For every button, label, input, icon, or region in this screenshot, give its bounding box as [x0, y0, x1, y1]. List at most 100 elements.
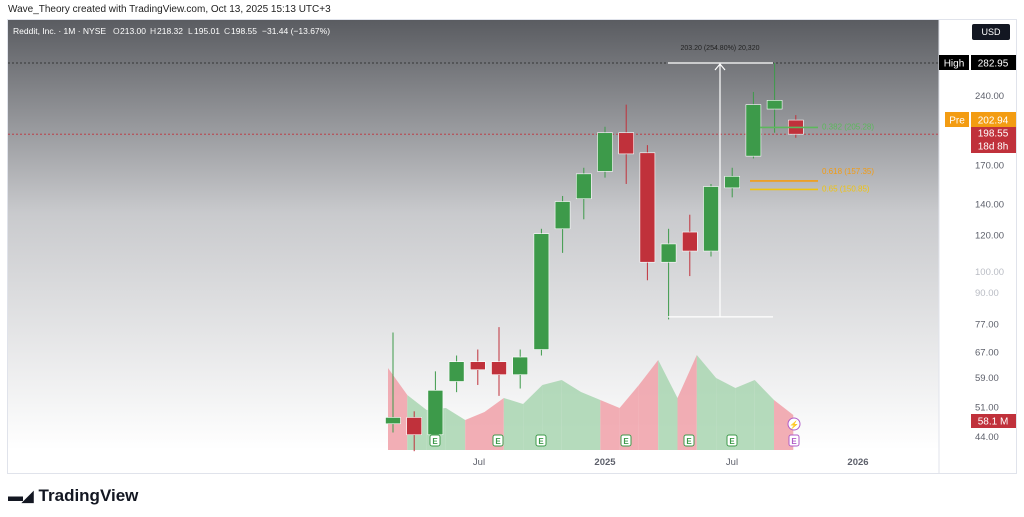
pre-badge-value: 202.94 — [971, 112, 1016, 127]
ohlc-legend: Reddit, Inc. · 1M · NYSE O 213.00 H 218.… — [13, 26, 330, 36]
earnings-marker-label: E — [538, 437, 544, 446]
candle-body — [597, 132, 613, 172]
volume-badge-text: 58.1 M — [978, 417, 1009, 428]
candle[interactable] — [724, 167, 741, 198]
high-badge-value: 282.95 — [971, 55, 1016, 70]
y-tick-label: 140.00 — [975, 199, 1004, 210]
candle-body — [745, 104, 762, 157]
legend-high-label: H — [150, 26, 156, 36]
earnings-marker-label: E — [686, 437, 692, 446]
volume-segment — [523, 385, 543, 450]
fib-level-label: 0.382 (205.28) — [822, 122, 874, 131]
tradingview-logo-icon: ▬◢ — [8, 488, 34, 505]
earnings-marker-label: E — [432, 437, 438, 446]
earnings-marker-box — [726, 434, 738, 447]
candle[interactable] — [469, 349, 486, 385]
candle-body — [703, 186, 719, 252]
earnings-marker-icon[interactable]: E — [683, 434, 695, 447]
legend-close: 198.55 — [231, 26, 257, 36]
candle-body — [724, 176, 741, 189]
candle[interactable] — [681, 214, 698, 277]
y-tick-label: 240.00 — [975, 91, 1004, 102]
earnings-marker-icon[interactable]: E — [492, 434, 504, 447]
fib-level-label: 0.65 (150.85) — [822, 184, 870, 193]
candle-body — [618, 132, 635, 155]
volume-segment — [677, 355, 697, 450]
tradingview-brand[interactable]: ▬◢ TradingView — [8, 486, 138, 506]
candle[interactable] — [703, 183, 719, 257]
candle-body — [660, 243, 677, 263]
x-tick-label: 2025 — [594, 457, 616, 468]
candle[interactable] — [597, 126, 613, 178]
earnings-marker-label: E — [729, 437, 735, 446]
legend-low: 195.01 — [194, 26, 220, 36]
candle[interactable] — [618, 104, 635, 184]
last-price-badge-bg — [971, 127, 1016, 140]
candle-body — [639, 152, 656, 263]
x-tick-label: Jul — [473, 457, 485, 468]
dividend-marker-circle — [787, 417, 801, 431]
earnings-marker-icon[interactable]: E — [620, 434, 632, 447]
dividend-marker-label: ⚡ — [789, 420, 799, 430]
candle[interactable] — [554, 195, 571, 253]
x-tick-label: Jul — [726, 457, 738, 468]
candle[interactable] — [745, 91, 762, 159]
candle[interactable] — [533, 228, 550, 356]
y-tick-label: 100.00 — [975, 267, 1004, 278]
earnings-marker-box — [620, 434, 632, 447]
candle[interactable] — [491, 327, 507, 396]
volume-segment — [754, 380, 774, 450]
y-tick-label: 44.00 — [975, 432, 999, 443]
y-tick-label: 120.00 — [975, 230, 1004, 241]
earnings-marker-icon[interactable]: E — [788, 434, 800, 447]
candle-body — [554, 201, 571, 230]
volume-segment — [735, 380, 755, 450]
earnings-marker-label: E — [495, 437, 501, 446]
y-tick-label: 59.00 — [975, 373, 999, 384]
candle[interactable] — [660, 228, 677, 320]
volume-segment — [774, 400, 794, 450]
candle-body — [766, 100, 783, 110]
pre-badge-value-bg — [971, 112, 1016, 127]
earnings-marker-icon[interactable]: E — [429, 434, 441, 447]
earnings-marker-icon[interactable]: E — [726, 434, 738, 447]
high-badge-value-bg — [971, 55, 1016, 70]
candle[interactable] — [427, 371, 444, 442]
legend-open-label: O — [113, 26, 120, 36]
earnings-marker-box — [683, 434, 695, 447]
volume-segment — [716, 378, 736, 450]
dividend-marker-icon[interactable]: ⚡ — [787, 417, 801, 431]
candle[interactable] — [575, 167, 592, 220]
brand-name: TradingView — [38, 486, 139, 505]
candle[interactable] — [639, 145, 656, 281]
pre-badge-value-text: 202.94 — [978, 116, 1009, 127]
candle-body — [448, 361, 465, 382]
chart-author-line: Wave_Theory created with TradingView.com… — [8, 4, 331, 15]
y-tick-label: 170.00 — [975, 160, 1004, 171]
candle-body — [575, 173, 592, 200]
candle[interactable] — [448, 355, 465, 393]
candle[interactable] — [512, 349, 529, 389]
legend-low-label: L — [188, 26, 193, 36]
volume-segment — [638, 360, 659, 450]
legend-close-label: C — [224, 26, 230, 36]
countdown-badge-bg — [971, 140, 1016, 153]
candle[interactable] — [385, 332, 401, 433]
candle[interactable] — [766, 63, 783, 133]
volume-segment — [658, 360, 678, 450]
volume-segment — [445, 408, 466, 450]
earnings-marker-icon[interactable]: E — [535, 434, 547, 447]
countdown-badge-text: 18d 8h — [978, 142, 1009, 153]
high-badge-label-bg — [939, 55, 969, 70]
chart-frame — [7, 19, 1017, 474]
currency-label: USD — [981, 27, 1001, 37]
pre-badge-label-bg — [945, 112, 969, 127]
high-badge-label-text: High — [944, 59, 965, 70]
countdown-badge: 18d 8h — [971, 140, 1016, 153]
currency-badge[interactable]: USD — [972, 24, 1010, 40]
candle-body — [469, 361, 486, 371]
earnings-marker-box — [429, 434, 441, 447]
high-badge-label: High — [939, 55, 969, 70]
candle[interactable] — [406, 411, 423, 452]
